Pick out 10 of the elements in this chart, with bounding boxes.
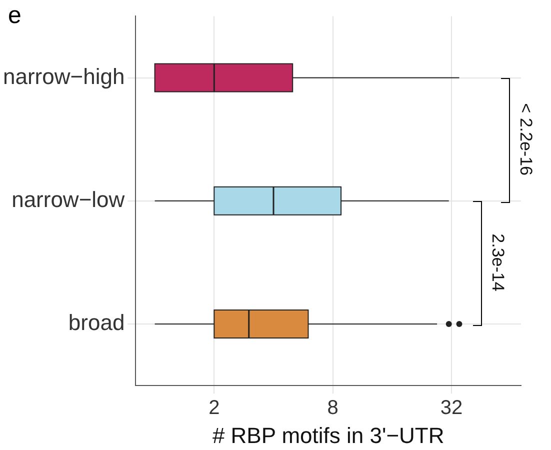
x-tick-label: 2 — [208, 397, 220, 420]
annotation: 2.3e-14 — [488, 234, 508, 292]
x-tick-label: 32 — [440, 397, 463, 420]
annotation: < 2.2e-16 — [516, 103, 536, 176]
x-tick-label: 8 — [327, 397, 338, 420]
y-tick-label: narrow−high — [3, 64, 125, 89]
chart-title: e — [8, 2, 22, 30]
y-tick-label: narrow−low — [12, 186, 125, 212]
y-tick-label: broad — [68, 310, 125, 336]
x-axis-title: # RBP motifs in 3'−UTR — [212, 422, 444, 448]
